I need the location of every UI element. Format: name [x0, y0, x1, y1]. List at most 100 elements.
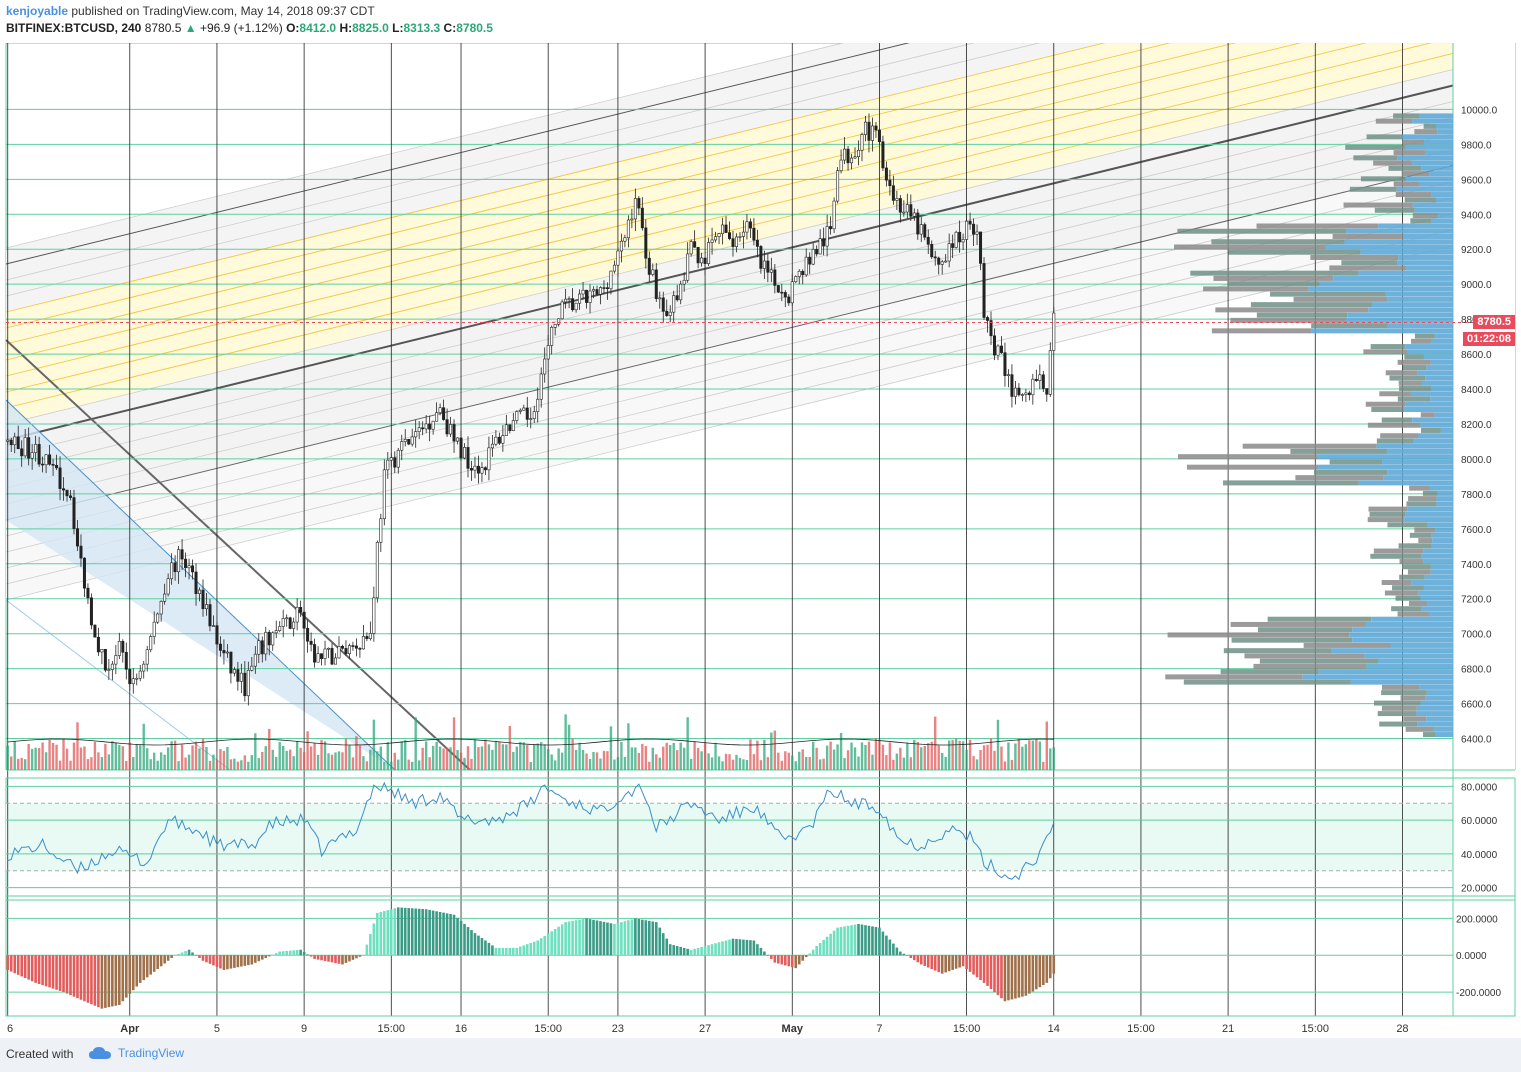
candle-body: [863, 121, 867, 135]
candle-body: [602, 287, 606, 289]
candle-body: [333, 657, 337, 665]
profile-bar-total: [1373, 548, 1424, 554]
volume-bar: [543, 744, 546, 770]
volume-bar: [379, 746, 383, 770]
channel-line: [5, 0, 1020, 249]
candle-body: [522, 407, 526, 411]
macd-histogram-bar: [937, 955, 941, 973]
candle-body: [933, 256, 937, 259]
candle-body: [1024, 392, 1028, 395]
macd-histogram-bar: [808, 953, 811, 956]
volume-bar: [940, 752, 944, 770]
profile-bar-total: [1380, 433, 1419, 439]
candle-body: [257, 640, 261, 655]
profile-bar-up: [1308, 286, 1453, 292]
volume-bar: [208, 760, 212, 770]
volume-bar: [1007, 742, 1010, 770]
profile-bar-total: [1365, 401, 1406, 407]
volume-bar: [369, 749, 372, 770]
macd-histogram-bar: [407, 908, 411, 956]
rsi-band: [6, 803, 1453, 871]
macd-histogram-bar: [484, 940, 487, 956]
channel-band: [6, 0, 1453, 360]
macd-histogram-bar: [574, 920, 578, 956]
volume-bar: [567, 724, 571, 770]
volume-bar: [302, 752, 306, 770]
macd-histogram-bar: [208, 955, 212, 964]
candle-body: [588, 290, 592, 303]
volume-bar: [152, 752, 156, 770]
candle-body: [661, 297, 665, 312]
tradingview-logo[interactable]: TradingView: [88, 1046, 184, 1060]
profile-bar-up: [1319, 281, 1453, 287]
macd-histogram-bar: [637, 919, 641, 956]
symbol-label[interactable]: BITFINEX:BTCUSD, 240: [6, 21, 142, 35]
volume-bar: [818, 759, 822, 770]
candle-body: [424, 423, 428, 430]
candle-body: [156, 613, 160, 623]
candle-body: [734, 236, 738, 247]
price-axis-label: 7400.0: [1461, 560, 1492, 571]
volume-bar: [93, 741, 97, 770]
candle-body: [626, 219, 630, 239]
macd-histogram-bar: [728, 939, 731, 956]
author-link[interactable]: kenjoyable: [6, 4, 69, 18]
bar-countdown-tag: 01:22:08: [1462, 331, 1515, 346]
volume-bar: [452, 717, 456, 770]
candle-body: [271, 632, 275, 646]
candle-body: [891, 185, 895, 201]
macd-histogram-bar: [888, 939, 892, 956]
macd-histogram-bar: [822, 939, 825, 956]
volume-bar: [417, 760, 421, 770]
candle-body: [295, 607, 299, 623]
profile-bar-total: [1178, 454, 1318, 460]
volume-bar: [257, 758, 260, 770]
macd-histogram-bar: [383, 911, 386, 956]
profile-bar-up: [1318, 669, 1453, 675]
macd-histogram-bar: [595, 920, 599, 956]
volume-bar: [30, 748, 34, 770]
volume-bar: [944, 756, 947, 770]
candle-body: [323, 648, 327, 659]
volume-bar: [811, 741, 815, 770]
candle-body: [846, 148, 850, 164]
volume-bar: [857, 756, 860, 770]
macd-histogram-bar: [72, 955, 76, 997]
volume-bar: [442, 748, 445, 770]
macd-histogram-bar: [16, 955, 20, 975]
volume-bar: [334, 752, 337, 770]
candle-body: [449, 424, 453, 435]
macd-histogram-bar: [613, 923, 616, 956]
profile-bar-total: [1303, 642, 1391, 648]
macd-histogram-bar: [707, 945, 710, 956]
candle-body: [818, 238, 822, 255]
profile-bar-total: [1295, 475, 1384, 481]
candle-body: [679, 283, 683, 301]
profile-bar-total: [1186, 464, 1318, 470]
profile-bar-total: [1402, 365, 1427, 371]
candle-body: [410, 436, 414, 445]
volume-bar: [927, 743, 930, 770]
volume-bar: [149, 759, 152, 770]
brand-text: TradingView: [118, 1046, 185, 1060]
candle-body: [919, 224, 923, 235]
macd-histogram-bar: [135, 955, 139, 987]
profile-bar-total: [1367, 517, 1405, 523]
candle-body: [860, 134, 864, 151]
volume-bar: [355, 736, 358, 770]
profile-bar-total: [1222, 480, 1359, 486]
volume-bar: [850, 742, 853, 770]
macd-histogram-bar: [651, 921, 655, 956]
macd-histogram-bar: [205, 955, 208, 963]
candle-body: [288, 617, 292, 629]
macd-histogram-bar: [975, 955, 979, 978]
volume-bar: [780, 760, 784, 770]
volume-bar: [735, 754, 738, 770]
volume-bar: [1042, 761, 1045, 770]
macd-histogram-bar: [219, 955, 222, 969]
macd-histogram-bar: [173, 955, 177, 956]
candle-body: [672, 295, 676, 313]
macd-histogram-bar: [689, 949, 693, 956]
macd-histogram-bar: [351, 955, 355, 960]
macd-histogram-bar: [442, 912, 445, 956]
